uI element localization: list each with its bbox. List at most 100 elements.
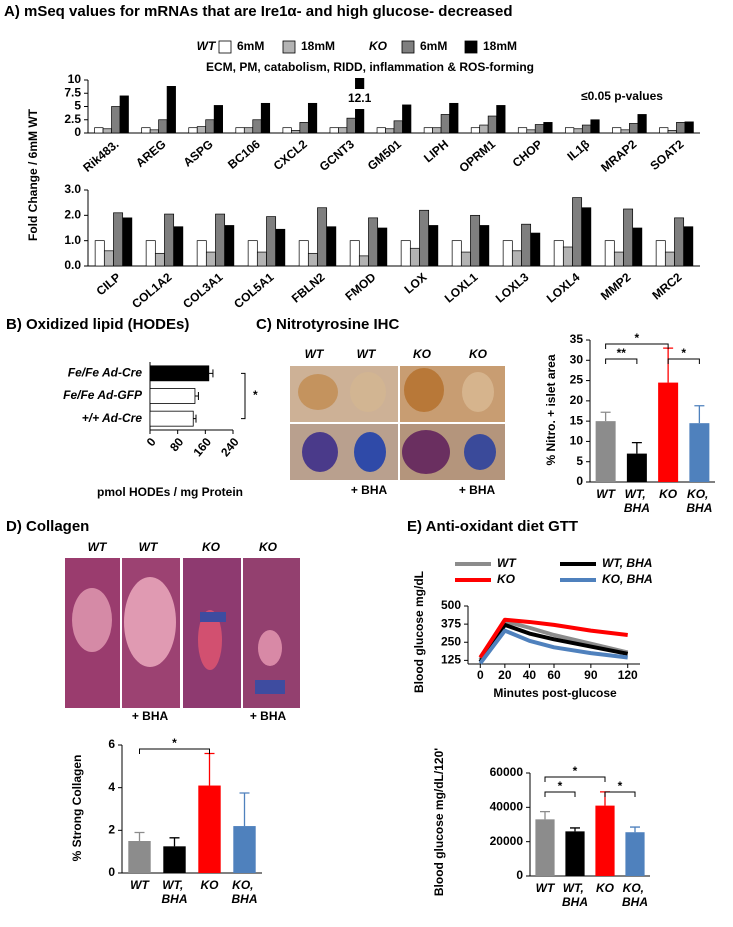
x-tick-label: ASPG [181,137,216,170]
y-tick-label: 3.0 [64,182,81,196]
islet [354,432,386,472]
y-tick-label: 20 [570,393,584,407]
x-tick-label: 160 [190,435,214,460]
error-bar [600,411,611,422]
bar [103,250,114,267]
bar [419,209,430,267]
subtitle: ECM, PM, catabolism, RIDD, inflammation … [206,60,534,74]
treatment-label: + BHA [132,709,169,723]
x-tick-label: 0 [477,668,484,682]
bar [626,453,647,482]
x-tick-label: 90 [584,668,598,682]
bar [149,410,194,427]
image-label: WT [139,540,159,554]
bar [205,251,216,267]
islet [124,577,176,667]
significance-label: * [573,764,578,778]
bar [154,252,165,267]
significance-bracket [604,791,636,797]
bar [595,421,616,482]
x-tick-label: WT [130,878,150,892]
y-tick-label: 2 [108,823,115,837]
bar [496,105,506,134]
bar [102,128,112,134]
bar [329,127,339,134]
bar [553,240,564,267]
bar [215,213,226,267]
bar [291,130,301,134]
bar [307,102,318,134]
legend-swatch [282,40,296,54]
x-tick-label: WT, BHA [162,878,188,906]
significance-bracket [544,791,576,797]
error-bar [194,392,199,400]
bar [402,104,412,134]
y-tick-label: 10 [570,434,584,448]
image-label: WT [88,540,108,554]
x-tick-label: FBLN2 [289,270,328,306]
y-tick-label: 10 [68,72,82,86]
bar [572,197,583,267]
x-tick-label: COL5A1 [231,270,277,311]
bar [233,826,256,873]
significance-label: * [558,779,563,793]
y-tick-label: 125 [441,653,461,667]
x-tick-label: LOXL1 [442,270,481,306]
y-axis-label: Blood glucose mg/dL/120' [432,748,446,896]
legend-swatch [464,40,478,54]
image-label: WT [357,347,377,361]
bar [613,251,624,267]
y-tick-label: Fe/Fe Ad-Cre [68,366,143,380]
y-tick-label: 7.5 [64,85,81,99]
bar [247,240,258,267]
bar [565,127,575,134]
bar [526,129,536,134]
bar [224,225,235,267]
significance-bracket [667,358,700,364]
significance-label: ** [617,346,627,360]
bar [213,105,223,134]
error-bar [204,752,215,786]
legend-swatch [218,40,232,54]
islet [298,374,338,410]
significance-label: * [618,779,623,793]
bar [517,127,528,134]
ihc-images [290,366,505,480]
bar [166,86,176,134]
image-label: KO [413,347,432,361]
bar [655,240,666,267]
bar [385,128,395,134]
x-tick-label: 40 [523,668,537,682]
bar [298,240,309,267]
bar [637,114,647,134]
x-tick-label: BC106 [225,137,263,172]
bar [590,119,600,134]
y-tick-label: +/+ Ad-Cre [82,411,143,425]
bar [307,252,318,267]
islet [258,630,282,666]
y-tick-label: 25 [570,373,584,387]
bar [658,382,679,482]
bar [684,121,694,134]
collagen-images [65,558,300,708]
bar [440,114,450,134]
bar [256,251,267,267]
annotation: ≤0.05 p-values [581,89,663,103]
treatment-label: + BHA [351,483,388,497]
islet [402,430,450,474]
bar [196,240,207,267]
islet [302,432,338,472]
y-tick-label: 60000 [490,765,524,779]
bar [349,240,360,267]
bar [358,255,369,267]
bar [173,226,184,267]
x-tick-label: Rik483. [80,137,121,175]
x-tick-label: OPRM1 [456,137,498,175]
bar [260,102,271,134]
bar [188,127,198,134]
x-tick-label: WT [536,881,556,895]
bar [346,117,356,134]
bar [667,130,677,134]
error-bar [193,414,197,423]
